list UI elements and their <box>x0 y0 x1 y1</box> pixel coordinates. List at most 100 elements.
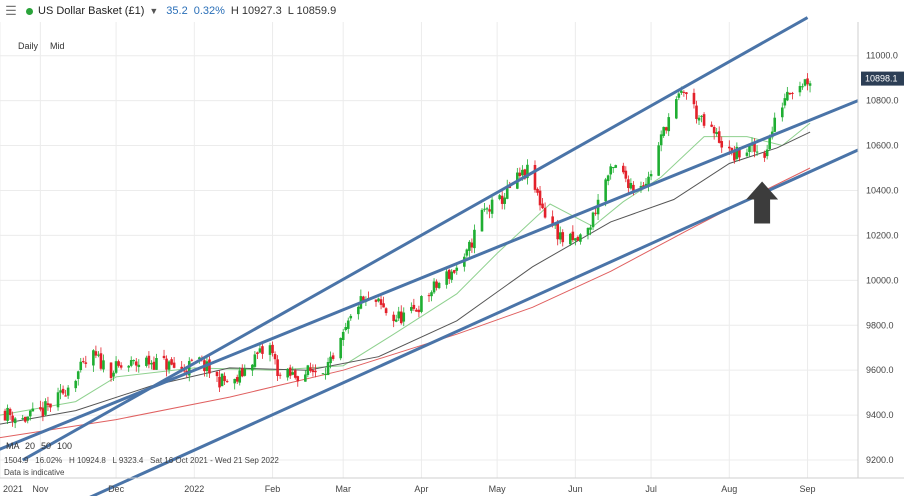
instrument-name[interactable]: US Dollar Basket (£1) <box>38 5 145 17</box>
chart-background <box>0 22 904 496</box>
candle <box>306 365 310 375</box>
candle <box>649 174 653 177</box>
candle <box>208 359 211 374</box>
candle <box>31 408 35 412</box>
candle <box>220 373 224 387</box>
candle <box>518 172 522 177</box>
candle <box>480 209 484 232</box>
candle <box>685 92 688 95</box>
x-tick-label: 2021 <box>3 484 23 494</box>
candle <box>129 360 133 366</box>
candle <box>61 388 65 394</box>
candle <box>394 319 398 322</box>
candle <box>710 124 713 127</box>
candle <box>382 303 385 308</box>
candle <box>717 131 721 143</box>
candle <box>39 407 42 410</box>
candle <box>109 362 113 379</box>
lower-channel-line <box>0 99 859 451</box>
candle <box>392 314 395 322</box>
candle <box>92 350 95 366</box>
indicator-legend[interactable]: MA 20 50 100 <box>6 441 72 451</box>
ma-20-period[interactable]: 20 <box>25 441 35 451</box>
candle <box>21 418 25 420</box>
candle <box>450 271 454 280</box>
candle <box>755 151 759 153</box>
candle <box>738 148 741 158</box>
candle <box>46 403 50 406</box>
candle <box>362 296 365 303</box>
candle <box>465 249 469 256</box>
candle <box>624 170 628 179</box>
candle <box>629 182 633 189</box>
candle <box>147 355 151 365</box>
candle <box>309 367 312 371</box>
y-tick-label: 10800.0 <box>866 96 899 106</box>
candle <box>415 309 418 312</box>
candle <box>344 326 348 330</box>
candle <box>715 132 718 135</box>
candle <box>692 92 696 105</box>
x-tick-label: Apr <box>414 484 428 494</box>
candle <box>569 233 572 245</box>
grid <box>0 22 858 478</box>
ma-100-period[interactable]: 100 <box>57 441 72 451</box>
candle <box>127 365 130 368</box>
candle <box>667 117 671 132</box>
y-tick-label: 9800.0 <box>866 320 894 330</box>
candle <box>341 331 345 340</box>
candle <box>589 227 592 230</box>
candle <box>447 269 451 279</box>
candle <box>59 390 62 393</box>
candle <box>223 375 226 381</box>
candle <box>533 164 537 190</box>
chevron-down-icon[interactable]: ▼ <box>149 6 159 16</box>
candle <box>503 197 507 204</box>
candle <box>773 117 777 132</box>
candle <box>417 309 421 313</box>
candle <box>558 232 562 240</box>
axes: 9200.0 9400.0 9600.0 9800.0 10000.0 10200.0 10… <box>0 22 904 494</box>
candle <box>473 229 476 249</box>
x-tick-label: Jul <box>645 484 657 494</box>
ma-50-period[interactable]: 50 <box>41 441 51 451</box>
hamburger-menu-icon[interactable]: ☰ <box>5 3 17 18</box>
candle <box>680 90 683 93</box>
candle <box>786 91 789 101</box>
y-tick-label: 10200.0 <box>866 230 899 240</box>
candle <box>483 208 486 210</box>
y-tick-label: 10600.0 <box>866 141 899 151</box>
candle <box>526 164 529 179</box>
candle <box>13 418 17 424</box>
candle <box>240 368 244 377</box>
candle <box>94 351 98 356</box>
candle <box>84 362 88 364</box>
candle <box>190 359 194 361</box>
candle <box>215 371 219 377</box>
candle <box>253 354 257 367</box>
candle <box>152 361 156 370</box>
candle <box>644 183 648 186</box>
candle <box>162 355 166 359</box>
candle <box>8 408 12 416</box>
candle <box>117 361 120 366</box>
candle <box>44 401 47 415</box>
market-status-dot <box>26 7 33 15</box>
candle <box>261 346 264 354</box>
candle <box>134 361 138 366</box>
candle <box>788 92 792 95</box>
price-type-label[interactable]: Mid <box>50 41 65 51</box>
y-tick-label: 11000.0 <box>866 51 898 61</box>
x-tick-label: May <box>489 484 507 494</box>
candle <box>304 374 307 382</box>
interval-label[interactable]: Daily <box>18 41 39 51</box>
candle <box>119 365 123 368</box>
candle <box>452 270 456 273</box>
up-arrow-annotation <box>746 181 779 224</box>
candle <box>286 368 289 378</box>
x-tick-label: Jun <box>568 484 583 494</box>
candle <box>165 358 168 370</box>
candle <box>808 83 812 86</box>
